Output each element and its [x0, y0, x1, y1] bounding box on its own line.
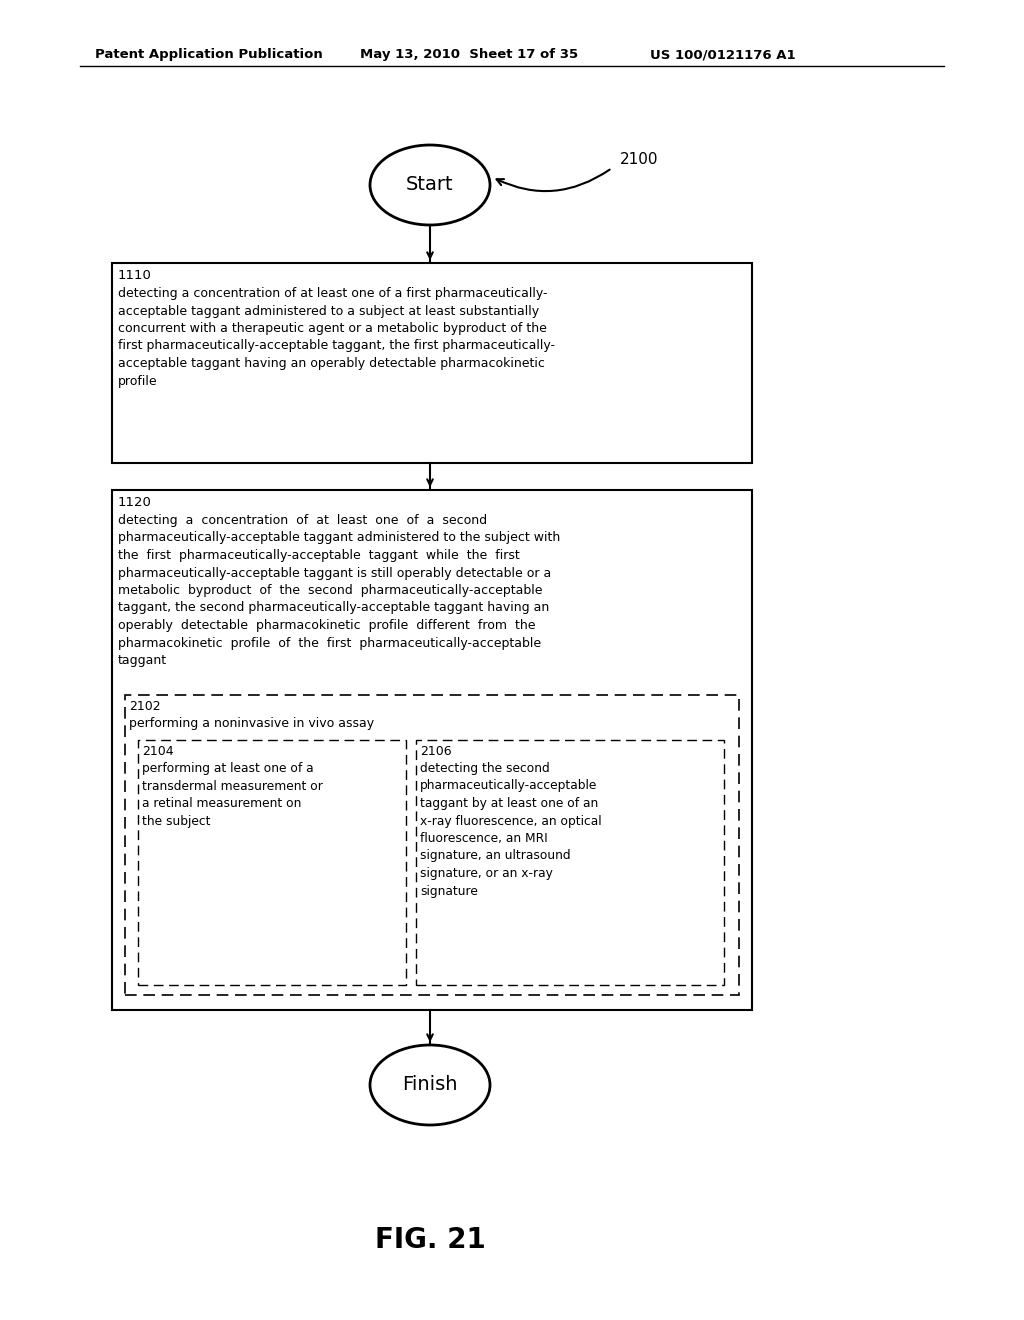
Ellipse shape	[370, 145, 490, 224]
Text: FIG. 21: FIG. 21	[375, 1226, 485, 1254]
Text: a retinal measurement on: a retinal measurement on	[142, 797, 301, 810]
Text: metabolic  byproduct  of  the  second  pharmaceutically-acceptable: metabolic byproduct of the second pharma…	[118, 583, 543, 597]
Text: x-ray fluorescence, an optical: x-ray fluorescence, an optical	[420, 814, 602, 828]
Text: Finish: Finish	[402, 1076, 458, 1094]
Text: transdermal measurement or: transdermal measurement or	[142, 780, 323, 792]
Bar	[112, 263, 752, 463]
Text: the  first  pharmaceutically-acceptable  taggant  while  the  first: the first pharmaceutically-acceptable ta…	[118, 549, 520, 562]
Text: performing at least one of a: performing at least one of a	[142, 762, 313, 775]
Bar	[112, 490, 752, 1010]
Text: acceptable taggant administered to a subject at least substantially: acceptable taggant administered to a sub…	[118, 305, 539, 318]
Text: Start: Start	[407, 176, 454, 194]
Text: pharmacokinetic  profile  of  the  first  pharmaceutically-acceptable: pharmacokinetic profile of the first pha…	[118, 636, 541, 649]
Ellipse shape	[370, 1045, 490, 1125]
Text: signature: signature	[420, 884, 478, 898]
Text: 2100: 2100	[620, 153, 658, 168]
Text: the subject: the subject	[142, 814, 211, 828]
Text: 2104: 2104	[142, 744, 174, 758]
Text: signature, an ultrasound: signature, an ultrasound	[420, 850, 570, 862]
Text: fluorescence, an MRI: fluorescence, an MRI	[420, 832, 548, 845]
Text: detecting the second: detecting the second	[420, 762, 550, 775]
Text: Patent Application Publication: Patent Application Publication	[95, 48, 323, 61]
Text: 2102: 2102	[129, 700, 161, 713]
Text: signature, or an x-ray: signature, or an x-ray	[420, 867, 553, 880]
Text: 1110: 1110	[118, 269, 152, 282]
Bar	[125, 696, 739, 995]
Text: detecting a concentration of at least one of a first pharmaceutically-: detecting a concentration of at least on…	[118, 286, 548, 300]
Text: US 100/0121176 A1: US 100/0121176 A1	[650, 48, 796, 61]
Text: pharmaceutically-acceptable: pharmaceutically-acceptable	[420, 780, 597, 792]
Text: taggant by at least one of an: taggant by at least one of an	[420, 797, 598, 810]
Text: 1120: 1120	[118, 496, 152, 510]
Text: operably  detectable  pharmacokinetic  profile  different  from  the: operably detectable pharmacokinetic prof…	[118, 619, 536, 632]
Text: concurrent with a therapeutic agent or a metabolic byproduct of the: concurrent with a therapeutic agent or a…	[118, 322, 547, 335]
Text: detecting  a  concentration  of  at  least  one  of  a  second: detecting a concentration of at least on…	[118, 513, 487, 527]
Bar	[416, 741, 724, 985]
Text: May 13, 2010  Sheet 17 of 35: May 13, 2010 Sheet 17 of 35	[360, 48, 579, 61]
Text: profile: profile	[118, 375, 158, 388]
Text: taggant, the second pharmaceutically-acceptable taggant having an: taggant, the second pharmaceutically-acc…	[118, 602, 549, 615]
Text: acceptable taggant having an operably detectable pharmacokinetic: acceptable taggant having an operably de…	[118, 356, 545, 370]
Text: first pharmaceutically-acceptable taggant, the first pharmaceutically-: first pharmaceutically-acceptable taggan…	[118, 339, 555, 352]
Text: pharmaceutically-acceptable taggant is still operably detectable or a: pharmaceutically-acceptable taggant is s…	[118, 566, 551, 579]
Text: taggant: taggant	[118, 653, 167, 667]
Bar	[138, 741, 406, 985]
Text: pharmaceutically-acceptable taggant administered to the subject with: pharmaceutically-acceptable taggant admi…	[118, 532, 560, 544]
Text: 2106: 2106	[420, 744, 452, 758]
FancyArrowPatch shape	[497, 169, 609, 191]
Text: performing a noninvasive in vivo assay: performing a noninvasive in vivo assay	[129, 717, 374, 730]
